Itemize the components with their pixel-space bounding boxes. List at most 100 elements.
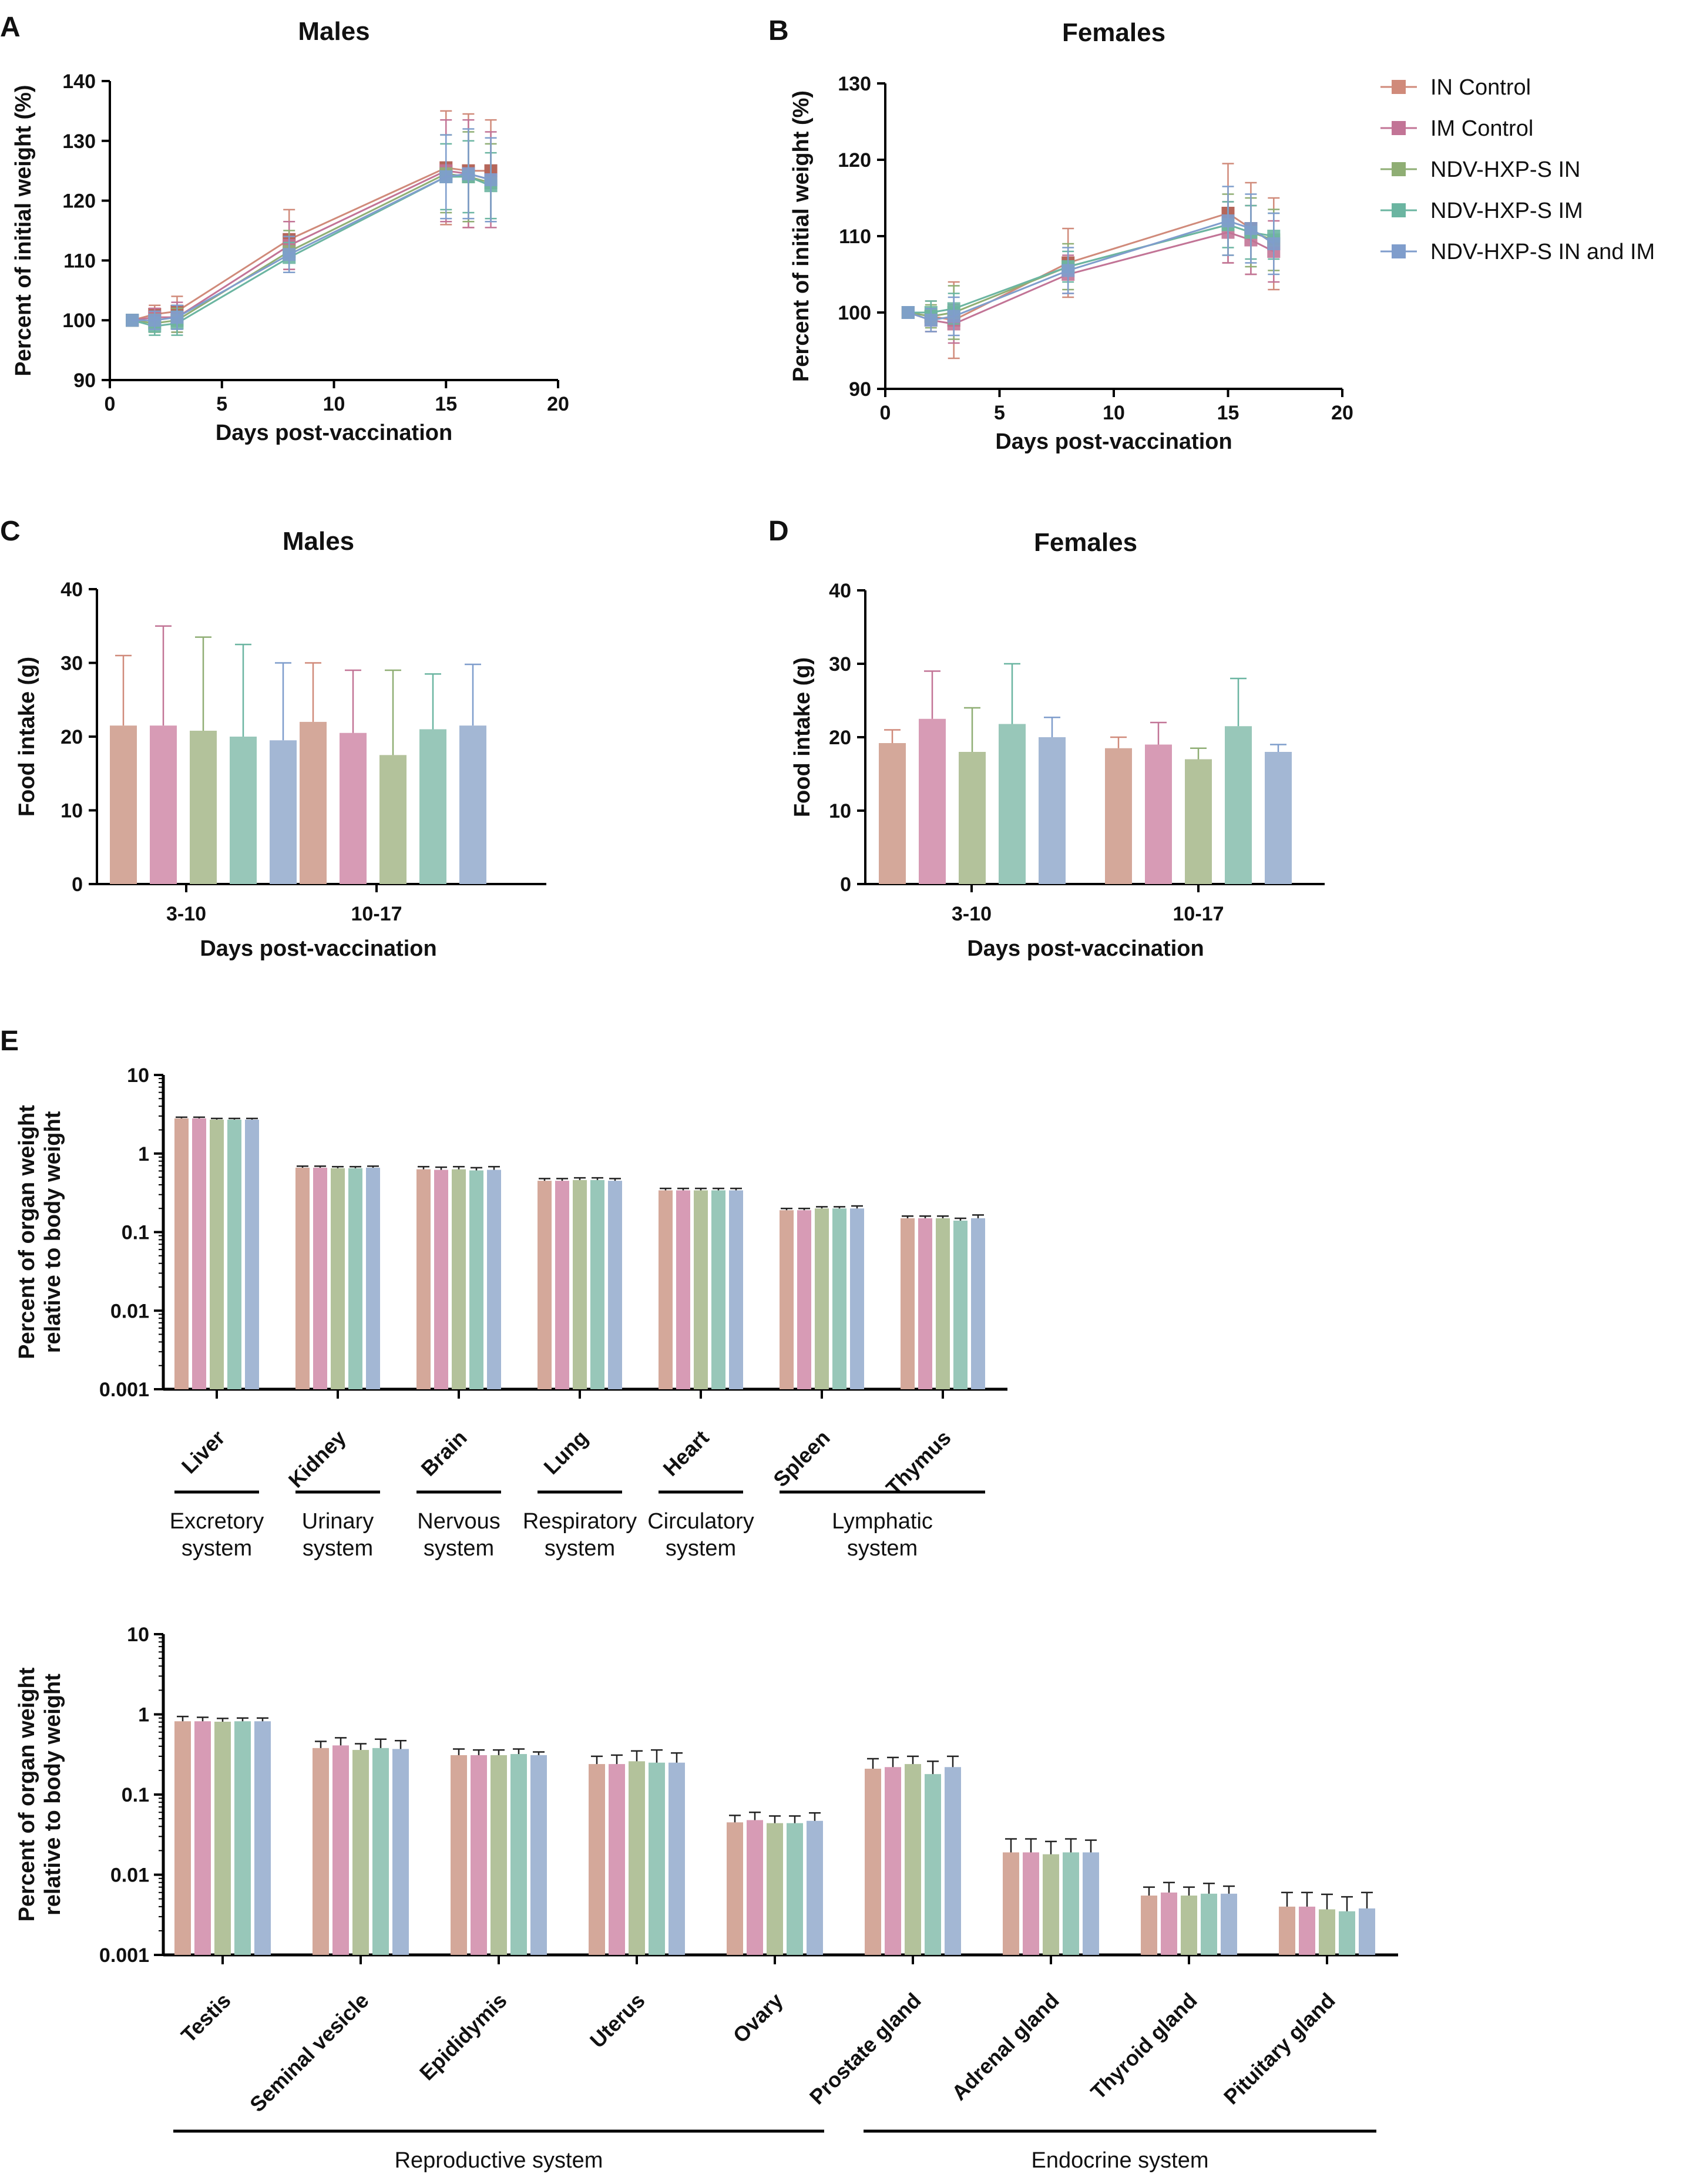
- bar: [959, 752, 986, 884]
- bar: [573, 1180, 587, 1389]
- y-tick-label: 100: [62, 310, 96, 332]
- bar: [295, 1167, 310, 1389]
- group-label: Urinary: [302, 1509, 374, 1534]
- bar: [999, 724, 1026, 884]
- bar: [379, 755, 407, 884]
- chart-title: Males: [283, 527, 354, 556]
- bar: [313, 1748, 329, 1955]
- y-tick-label: 40: [829, 580, 851, 602]
- bar: [555, 1181, 569, 1389]
- y-tick-label: 20: [61, 726, 83, 748]
- series-4: [901, 186, 1281, 337]
- bar: [609, 1764, 625, 1955]
- x-tick-label: Heart: [659, 1426, 714, 1481]
- group-label: Respiratory: [523, 1509, 637, 1534]
- bar: [807, 1820, 823, 1955]
- bar: [865, 1769, 881, 1955]
- bar: [694, 1190, 708, 1389]
- bar: [669, 1762, 685, 1955]
- y-tick-label: 110: [839, 226, 871, 248]
- bar: [174, 1721, 191, 1955]
- bar: [1221, 1893, 1237, 1955]
- bar: [945, 1767, 961, 1955]
- x-tick-label: 15: [435, 393, 457, 415]
- y-tick-label: 10: [61, 800, 83, 822]
- bar: [190, 730, 217, 884]
- bar: [1299, 1906, 1315, 1955]
- legend-marker: [1392, 162, 1406, 176]
- x-tick-label: Lung: [539, 1426, 592, 1479]
- y-tick-label: 110: [63, 250, 96, 272]
- legend-marker: [1392, 244, 1406, 258]
- y-tick-label: 0.001: [99, 1379, 149, 1401]
- bar: [210, 1120, 224, 1389]
- bar: [366, 1167, 380, 1389]
- legend-entry: NDV-HXP-S IN and IM: [1430, 240, 1655, 264]
- bar: [1141, 1895, 1157, 1955]
- y-tick-label: 90: [849, 378, 871, 401]
- y-tick-label: 120: [838, 149, 871, 172]
- x-tick-label: Epididymis: [415, 1988, 512, 2085]
- group-label: system: [545, 1536, 615, 1561]
- bar: [590, 1180, 604, 1389]
- data-point: [947, 310, 960, 323]
- x-tick-label: 15: [1217, 402, 1239, 424]
- legend: IN Control IM Control NDV-HXP-S IN NDV-HXP-…: [1380, 75, 1655, 264]
- series-line: [132, 176, 492, 327]
- bar: [919, 718, 946, 884]
- bar: [1003, 1852, 1019, 1955]
- bar: [850, 1208, 864, 1389]
- x-tick-label: Testis: [176, 1988, 236, 2048]
- y-tick-label: 0.01: [110, 1864, 149, 1887]
- bar: [797, 1210, 811, 1389]
- legend-marker: [1392, 203, 1406, 217]
- x-tick-label: Uterus: [585, 1988, 650, 2053]
- bar: [1265, 752, 1292, 884]
- chart-a: 90 100 110 120 130 140 0 5 10 15 20 Males Days post-…: [11, 17, 569, 445]
- data-point: [1221, 214, 1235, 227]
- bar: [780, 1210, 794, 1389]
- data-point: [484, 173, 498, 186]
- legend-entry: IM Control: [1430, 116, 1533, 141]
- x-tick-label: 10-17: [1173, 903, 1224, 925]
- bar: [313, 1167, 327, 1389]
- x-axis-label: Days post-vaccination: [216, 421, 452, 445]
- bar: [1181, 1895, 1197, 1955]
- chart-e2: 0.001 0.01 0.1 1 10 Percent of organ weightre…: [15, 1624, 1398, 2173]
- group-label: system: [666, 1536, 736, 1561]
- x-tick-label: 3-10: [166, 903, 206, 925]
- series-line: [908, 223, 1274, 318]
- bar: [815, 1208, 829, 1389]
- data-point: [462, 167, 475, 180]
- data-point: [1061, 264, 1075, 277]
- bar: [1185, 759, 1212, 884]
- chart-d: 0 10 20 30 40 Females Days post-vaccination Foo…: [790, 528, 1325, 961]
- bar: [925, 1774, 941, 1955]
- y-tick-label: 130: [838, 73, 871, 95]
- data-point: [924, 314, 938, 327]
- group-label: Reproductive system: [395, 2148, 603, 2173]
- bar: [150, 725, 177, 884]
- bar: [1063, 1852, 1079, 1955]
- x-axis-label: Days post-vaccination: [200, 936, 436, 961]
- bar: [530, 1755, 547, 1955]
- bar: [451, 1755, 467, 1955]
- x-tick-label: Adrenal gland: [947, 1988, 1064, 2105]
- data-point: [283, 248, 296, 261]
- bar: [1145, 744, 1172, 884]
- chart-title: Females: [1034, 528, 1137, 557]
- bar: [254, 1721, 271, 1955]
- bar: [392, 1749, 409, 1955]
- y-axis-label-line: relative to body weight: [41, 1674, 65, 1916]
- legend-entry: IN Control: [1430, 75, 1531, 100]
- bar: [589, 1764, 605, 1955]
- x-tick-label: 10-17: [351, 903, 402, 925]
- chart-e: 0.001 0.01 0.1 1 10 Percent of organ weightre…: [15, 1064, 1007, 1561]
- bar: [711, 1190, 725, 1389]
- y-tick-label: 10: [829, 800, 851, 822]
- legend-entry: NDV-HXP-S IN: [1430, 157, 1580, 182]
- data-point: [1267, 237, 1281, 250]
- group-label: Nervous: [417, 1509, 500, 1534]
- x-tick-label: Thymus: [881, 1426, 956, 1500]
